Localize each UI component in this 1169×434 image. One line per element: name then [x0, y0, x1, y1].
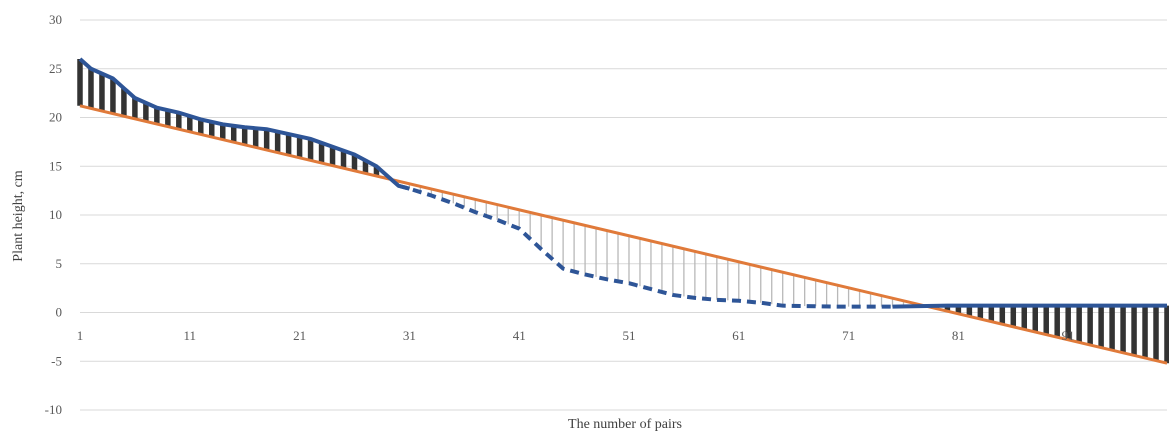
x-tick-label: 11 [184, 328, 197, 343]
x-tick-label: 21 [293, 328, 306, 343]
x-tick-label: 61 [732, 328, 745, 343]
x-tick-label: 1 [77, 328, 84, 343]
gridlines [80, 19, 1167, 411]
y-tick-label: -10 [45, 402, 62, 417]
y-axis-title: Plant height, cm [11, 170, 26, 261]
series-layer [78, 57, 1168, 365]
observed-line-lower [892, 303, 1167, 309]
x-axis-title: The number of pairs [568, 417, 682, 432]
y-tick-label: 5 [56, 256, 63, 271]
x-tick-label: 41 [513, 328, 526, 343]
observed-line-upper [78, 57, 410, 191]
y-tick-label: 20 [49, 110, 62, 125]
trend-line [79, 104, 1168, 365]
y-tick-label: 10 [49, 207, 62, 222]
y-tick-label: 25 [49, 61, 62, 76]
y-tick-label: 30 [49, 12, 62, 27]
y-tick-label: 15 [49, 158, 62, 173]
x-tick-label: 71 [842, 328, 855, 343]
x-axis-tick-labels: 1 11 21 31 41 51 61 71 81 91 [77, 328, 1075, 343]
x-tick-label: 91 [1062, 328, 1075, 343]
y-tick-label: 0 [56, 305, 63, 320]
y-tick-label: -5 [51, 353, 62, 368]
observed-line-dashed [397, 183, 893, 309]
y-axis-tick-labels: 30 25 20 15 10 5 0 -5 -10 [45, 12, 62, 417]
deviation-bars [77, 59, 1169, 364]
x-tick-label: 81 [952, 328, 965, 343]
x-tick-label: 51 [622, 328, 635, 343]
x-tick-label: 31 [403, 328, 416, 343]
